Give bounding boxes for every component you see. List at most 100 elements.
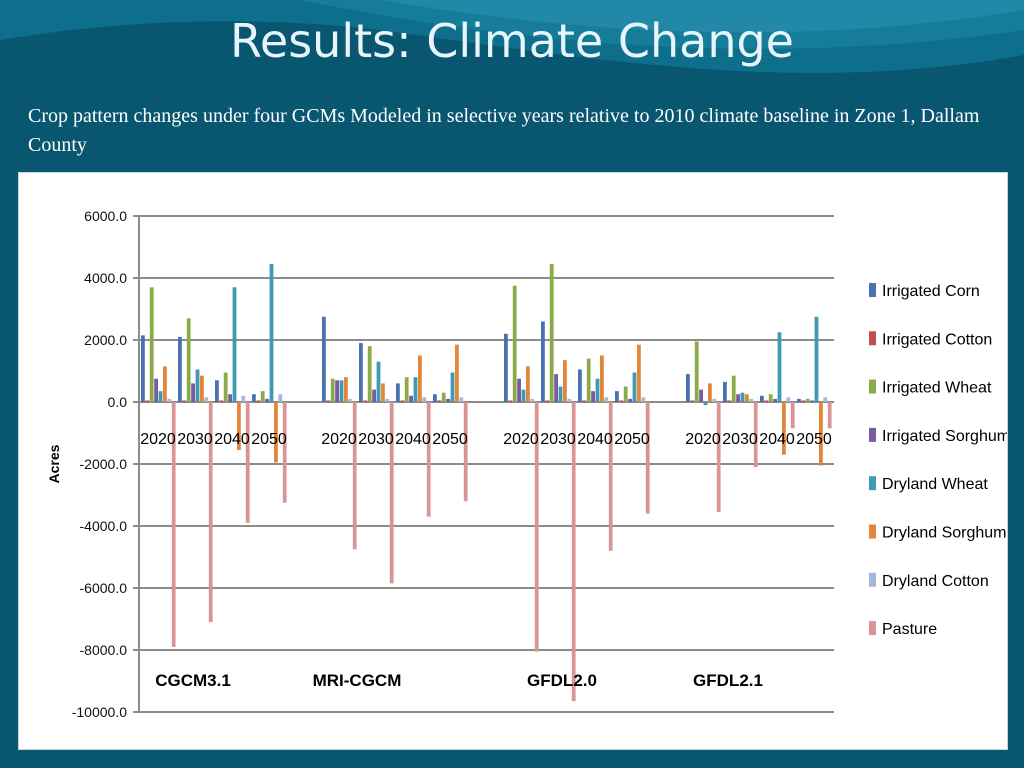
bar-irrigated-wheat — [367, 346, 372, 402]
bar-irrigated-sorghum — [191, 383, 195, 402]
bar-irrigated-wheat — [223, 372, 228, 402]
bar-dryland-sorghum — [200, 375, 204, 402]
bar-dryland-wheat — [376, 361, 381, 402]
slide-subtitle: Crop pattern changes under four GCMs Mod… — [28, 105, 980, 156]
bar-irrigated-corn — [359, 343, 363, 402]
bar-irrigated-cotton — [400, 400, 405, 402]
bar-dryland-cotton — [712, 398, 717, 402]
bar-dryland-sorghum — [745, 394, 749, 402]
bar-dryland-cotton — [749, 398, 754, 402]
bar-irrigated-wheat — [186, 318, 191, 402]
bar-pasture — [534, 402, 539, 652]
bar-irrigated-corn — [760, 395, 764, 402]
bar-irrigated-sorghum — [372, 389, 376, 402]
bar-irrigated-cotton — [256, 400, 261, 402]
bar-dryland-wheat — [521, 389, 526, 402]
x-category-label: 2030 — [722, 431, 758, 448]
legend-label: Irrigated Cotton — [882, 331, 992, 348]
bar-dryland-sorghum — [163, 366, 167, 402]
bar-irrigated-wheat — [768, 394, 773, 402]
x-category-label: 2020 — [685, 431, 721, 448]
slide-title: Results: Climate Change — [230, 14, 794, 68]
bar-irrigated-cotton — [727, 400, 732, 402]
y-axis-label: Acres — [46, 444, 62, 483]
bar-irrigated-cotton — [437, 400, 442, 402]
x-category-label: 2030 — [540, 431, 576, 448]
x-category-label: 2040 — [577, 431, 613, 448]
bar-irrigated-wheat — [441, 392, 446, 402]
bar-pasture — [753, 402, 758, 468]
y-tick-label: 2000.0 — [84, 332, 127, 348]
bar-dryland-sorghum — [600, 355, 604, 402]
bar-dryland-sorghum — [237, 402, 241, 451]
bar-pasture — [463, 402, 468, 502]
bar-dryland-cotton — [204, 397, 209, 402]
bar-dryland-cotton — [604, 397, 609, 402]
bar-irrigated-corn — [578, 369, 582, 402]
x-category-label: 2030 — [177, 431, 213, 448]
x-category-label: 2050 — [432, 431, 468, 448]
bar-pasture — [790, 402, 795, 429]
bar-pasture — [282, 402, 287, 503]
bar-pasture — [645, 402, 650, 514]
bar-dryland-sorghum — [819, 402, 823, 466]
bar-irrigated-corn — [396, 383, 400, 402]
bar-irrigated-corn — [541, 321, 545, 402]
legend-swatch — [869, 379, 876, 394]
bar-irrigated-wheat — [330, 378, 335, 402]
bar-dryland-cotton — [278, 394, 283, 402]
bar-dryland-cotton — [567, 398, 572, 402]
bar-irrigated-cotton — [545, 400, 550, 402]
x-category-label: 2030 — [358, 431, 394, 448]
bar-dryland-sorghum — [637, 344, 641, 402]
x-category-label: 2020 — [503, 431, 539, 448]
bar-irrigated-sorghum — [409, 395, 413, 402]
legend-label: Dryland Sorghum — [882, 525, 1007, 542]
bar-dryland-cotton — [459, 397, 464, 402]
x-category-label: 2050 — [614, 431, 650, 448]
bar-dryland-wheat — [339, 380, 344, 402]
gcm-group-label: GFDL2.1 — [693, 671, 763, 690]
bar-irrigated-sorghum — [446, 398, 450, 402]
bar-dryland-sorghum — [455, 344, 459, 402]
bar-dryland-wheat — [740, 392, 745, 402]
bar-irrigated-cotton — [582, 400, 587, 402]
bar-dryland-sorghum — [344, 377, 348, 402]
bar-pasture — [245, 402, 250, 523]
legend-label: Dryland Wheat — [882, 476, 988, 493]
y-tick-label: 4000.0 — [84, 270, 127, 286]
bar-dryland-wheat — [814, 316, 819, 402]
bar-dryland-cotton — [786, 397, 791, 402]
legend-label: Pasture — [882, 621, 937, 638]
header-swoosh — [0, 0, 1024, 73]
bar-irrigated-corn — [178, 336, 182, 402]
legend-swatch — [869, 283, 876, 297]
legend-swatch — [869, 476, 876, 491]
bar-irrigated-wheat — [512, 285, 517, 402]
bar-dryland-cotton — [241, 395, 246, 402]
bar-irrigated-corn — [215, 380, 219, 402]
bar-irrigated-cotton — [145, 400, 150, 402]
bar-irrigated-corn — [723, 381, 727, 402]
bar-irrigated-corn — [686, 374, 690, 402]
bar-pasture — [608, 402, 613, 551]
legend-swatch — [869, 572, 876, 587]
bar-irrigated-wheat — [549, 264, 554, 402]
bar-irrigated-corn — [797, 398, 801, 402]
bar-irrigated-cotton — [619, 400, 624, 402]
chart-panel: 6000.0 4000.0 2000.0 0.0 -2000.0 -4000.0 -6000… — [18, 172, 1008, 750]
bar-pasture — [208, 402, 213, 623]
bar-irrigated-sorghum — [736, 394, 740, 402]
x-category-label: 2040 — [214, 431, 250, 448]
legend-swatch — [869, 621, 876, 636]
bar-irrigated-cotton — [182, 400, 187, 402]
bar-irrigated-corn — [504, 333, 508, 402]
x-category-label: 2050 — [796, 431, 832, 448]
bar-dryland-wheat — [632, 372, 637, 402]
bar-dryland-wheat — [703, 402, 708, 406]
bar-dryland-cotton — [348, 398, 353, 402]
bar-dryland-sorghum — [418, 355, 422, 402]
bar-dryland-wheat — [232, 287, 237, 402]
bar-irrigated-wheat — [149, 287, 154, 402]
bar-dryland-sorghum — [526, 366, 530, 402]
